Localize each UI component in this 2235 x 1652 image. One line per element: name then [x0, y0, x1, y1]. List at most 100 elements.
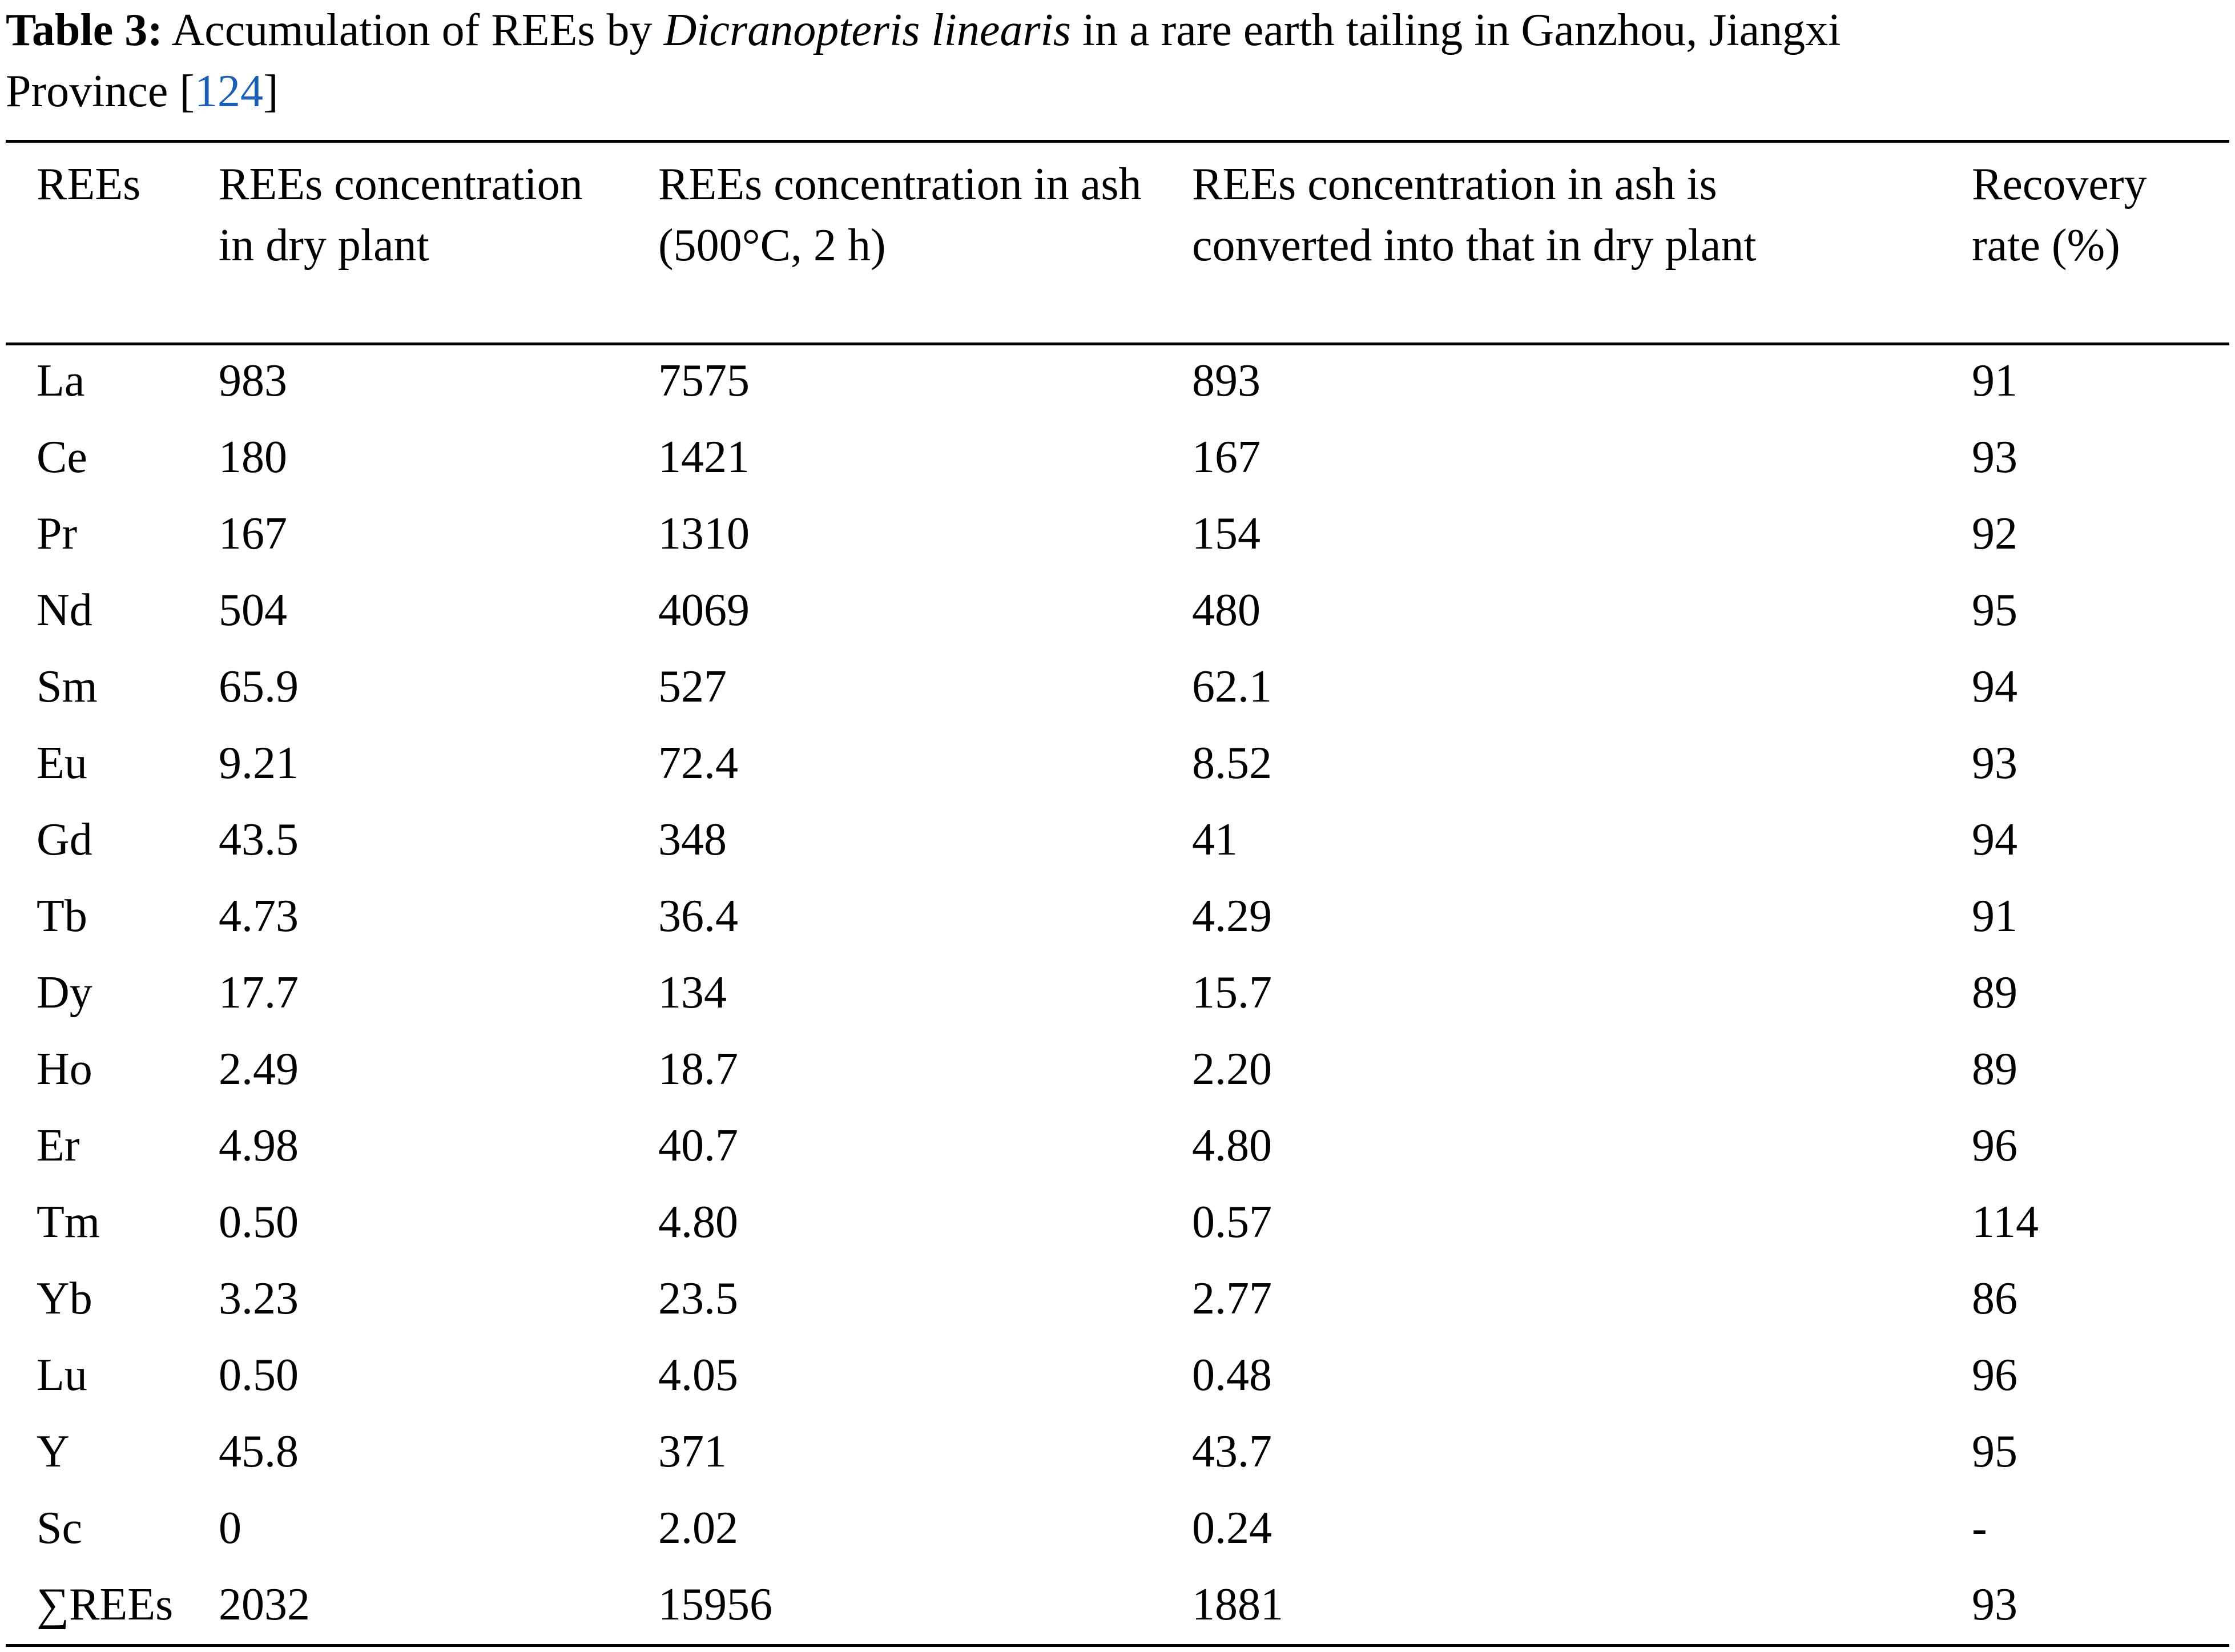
value-cell: 371 — [658, 1427, 727, 1477]
value-cell: 93 — [1972, 432, 2017, 482]
caption-text-end: in a rare earth tailing in Ganzhou, Jian… — [1070, 5, 1841, 55]
value-cell: 2.20 — [1192, 1044, 1272, 1094]
value-cell: 4.73 — [219, 891, 299, 941]
element-cell: Tm — [37, 1197, 100, 1247]
value-cell: 94 — [1972, 662, 2017, 712]
value-cell: 45.8 — [219, 1427, 299, 1477]
value-cell: 4.80 — [658, 1197, 738, 1247]
element-cell: Eu — [37, 738, 87, 788]
table-row: Tb 4.73 36.4 4.29 91 — [6, 878, 2229, 954]
table-row: Er 4.98 40.7 4.80 96 — [6, 1107, 2229, 1184]
table-row: Sm 65.9 527 62.1 94 — [6, 648, 2229, 725]
value-cell: 180 — [219, 432, 287, 482]
table-row: Gd 43.5 348 41 94 — [6, 801, 2229, 878]
table-row: Ho 2.49 18.7 2.20 89 — [6, 1031, 2229, 1107]
table-caption: Table 3: Accumulation of REEs by Dicrano… — [6, 0, 2232, 122]
value-cell: 86 — [1972, 1274, 2017, 1324]
value-cell: 18.7 — [658, 1044, 738, 1094]
value-cell: 8.52 — [1192, 738, 1272, 788]
value-cell: - — [1972, 1503, 1987, 1553]
value-cell: 17.7 — [219, 968, 299, 1018]
value-cell: 36.4 — [658, 891, 738, 941]
table-top-rule — [6, 140, 2229, 143]
value-cell: 15956 — [658, 1580, 772, 1630]
value-cell: 2.49 — [219, 1044, 299, 1094]
value-cell: 7575 — [658, 356, 750, 406]
value-cell: 9.21 — [219, 738, 299, 788]
element-cell: Yb — [37, 1274, 92, 1324]
value-cell: 93 — [1972, 1580, 2017, 1630]
data-table: REEs REEs concentration in dry plant REE… — [6, 154, 2229, 1643]
value-cell: 93 — [1972, 738, 2017, 788]
value-cell: 480 — [1192, 585, 1261, 635]
value-cell: 4069 — [658, 585, 750, 635]
value-cell: 983 — [219, 356, 287, 406]
value-cell: 23.5 — [658, 1274, 738, 1324]
value-cell: 167 — [219, 509, 287, 559]
table-header: REEs REEs concentration in dry plant REE… — [6, 154, 2229, 343]
table-row: Yb 3.23 23.5 2.77 86 — [6, 1260, 2229, 1337]
caption-label: Table 3: — [6, 5, 163, 55]
element-cell: Sc — [37, 1503, 82, 1553]
value-cell: 0.50 — [219, 1197, 299, 1247]
element-cell: Nd — [37, 585, 92, 635]
value-cell: 72.4 — [658, 738, 738, 788]
table-header-rule — [6, 343, 2229, 345]
value-cell: 348 — [658, 815, 727, 865]
element-cell: Pr — [37, 509, 78, 559]
table-row: Eu 9.21 72.4 8.52 93 — [6, 725, 2229, 801]
value-cell: 1881 — [1192, 1580, 1283, 1630]
table-row: La 983 7575 893 91 — [6, 343, 2229, 419]
table-bottom-rule — [6, 1644, 2229, 1647]
element-cell: Sm — [37, 662, 98, 712]
value-cell: 62.1 — [1192, 662, 1272, 712]
value-cell: 134 — [658, 968, 727, 1018]
element-cell: Tb — [37, 891, 87, 941]
value-cell: 95 — [1972, 585, 2017, 635]
table-body: La 983 7575 893 91 Ce 180 1421 167 93 Pr 167 1310 154… — [6, 343, 2229, 1643]
value-cell: 43.5 — [219, 815, 299, 865]
value-cell: 91 — [1972, 356, 2017, 406]
reference-link[interactable]: 124 — [195, 66, 264, 116]
value-cell: 40.7 — [658, 1121, 738, 1171]
value-cell: 0 — [219, 1503, 241, 1553]
table-row: Sc 0 2.02 0.24 - — [6, 1490, 2229, 1566]
value-cell: 94 — [1972, 815, 2017, 865]
value-cell: 0.24 — [1192, 1503, 1272, 1553]
element-cell: Ce — [37, 432, 87, 482]
element-cell: Lu — [37, 1350, 87, 1400]
value-cell: 4.05 — [658, 1350, 738, 1400]
table-row: Tm 0.50 4.80 0.57 114 — [6, 1184, 2229, 1260]
element-cell: Ho — [37, 1044, 92, 1094]
table-row: Nd 504 4069 480 95 — [6, 572, 2229, 648]
value-cell: 89 — [1972, 968, 2017, 1018]
value-cell: 0.57 — [1192, 1197, 1272, 1247]
caption-species: Dicranopteris linearis — [663, 5, 1071, 55]
caption-line2: Province [124] — [6, 61, 2232, 122]
header-row: REEs REEs concentration in dry plant REE… — [6, 154, 2229, 343]
table-row: Pr 167 1310 154 92 — [6, 495, 2229, 572]
column-header: Recovery rate (%) — [1972, 159, 2147, 271]
table-row: ∑REEs 2032 15956 1881 93 — [6, 1566, 2229, 1643]
column-header: REEs — [37, 159, 141, 209]
value-cell: 167 — [1192, 432, 1261, 482]
value-cell: 3.23 — [219, 1274, 299, 1324]
value-cell: 0.48 — [1192, 1350, 1272, 1400]
value-cell: 0.50 — [219, 1350, 299, 1400]
value-cell: 95 — [1972, 1427, 2017, 1477]
element-cell: ∑REEs — [37, 1580, 174, 1630]
column-header: REEs concentration in dry plant — [219, 159, 583, 271]
table-row: Dy 17.7 134 15.7 89 — [6, 954, 2229, 1031]
element-cell: La — [37, 356, 85, 406]
element-cell: Dy — [37, 968, 92, 1018]
element-cell: Gd — [37, 815, 92, 865]
value-cell: 154 — [1192, 509, 1261, 559]
value-cell: 96 — [1972, 1350, 2017, 1400]
caption-text: Accumulation of REEs by — [162, 5, 664, 55]
value-cell: 504 — [219, 585, 287, 635]
value-cell: 2032 — [219, 1580, 310, 1630]
value-cell: 15.7 — [1192, 968, 1272, 1018]
value-cell: 2.02 — [658, 1503, 738, 1553]
value-cell: 41 — [1192, 815, 1238, 865]
value-cell: 1310 — [658, 509, 750, 559]
